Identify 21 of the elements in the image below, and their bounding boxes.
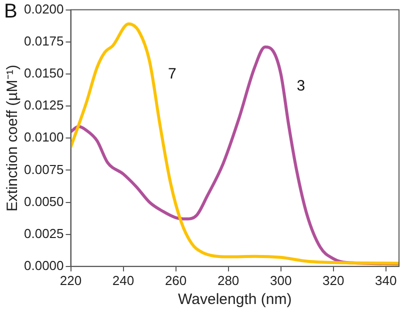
text: B <box>4 0 18 23</box>
y-tick-label: 0.0100 <box>24 130 64 145</box>
series-label: 7 <box>168 66 176 83</box>
x-tick-label: 260 <box>164 272 187 288</box>
y-tick-label: 0.0025 <box>24 226 64 241</box>
y-tick-label: 0.0000 <box>24 258 64 273</box>
x-tick-label: 240 <box>112 272 134 288</box>
y-tick-label: 0.0175 <box>24 33 64 48</box>
x-tick-label: 320 <box>322 272 344 288</box>
y-tick-label: 0.0075 <box>24 162 64 177</box>
y-tick-label: 0.0200 <box>24 1 64 16</box>
x-tick-label: 300 <box>270 272 292 288</box>
x-axis-title: Wavelength (nm) <box>178 291 292 308</box>
x-tick-label: 280 <box>217 272 240 288</box>
y-tick-label: 0.0125 <box>24 98 64 113</box>
y-tick-label: 0.0150 <box>24 66 64 81</box>
x-tick-label: 340 <box>375 272 397 288</box>
y-tick-label: 0.0050 <box>24 194 64 209</box>
y-axis-title: Extinction coeff (µM⁻¹) <box>4 64 22 212</box>
series-label: 3 <box>296 77 306 94</box>
x-tick-label: 220 <box>60 272 82 288</box>
